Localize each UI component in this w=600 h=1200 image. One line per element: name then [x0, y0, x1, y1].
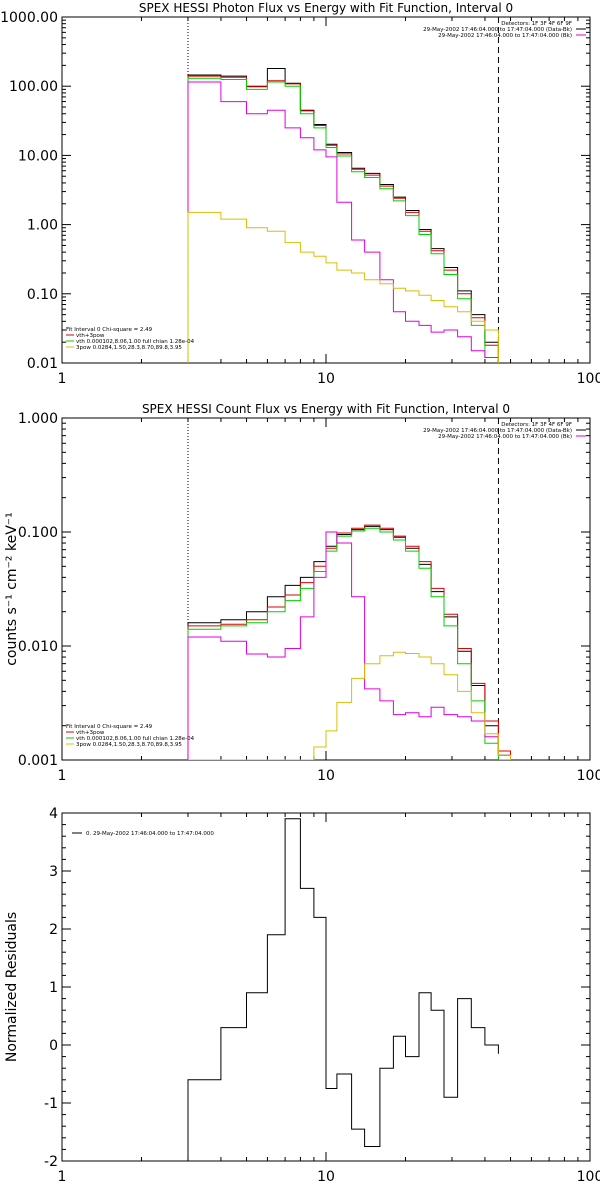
y-tick-label-0-2: 1.00: [27, 218, 58, 234]
y-tick-label-2-2: 0: [49, 1038, 58, 1054]
series-line-1-0: [187, 525, 511, 760]
x-tick-label-0-0: 1: [58, 371, 67, 387]
x-tick-label-0-2: 100: [577, 371, 600, 387]
legend-bottom-0-0: Fit Interval 0 Chi-square = 2.49: [66, 327, 153, 333]
legend-top-1-1: 29-May-2002 17:46:04.000 to 17:47:04.000…: [423, 428, 572, 434]
legend-bottom-1-3: 3pow 0.0284,1.50,28.3,8.70,89.8,3.95: [76, 742, 182, 748]
x-tick-label-1-1: 10: [317, 768, 335, 784]
legend-bottom-0-1: vth+3pow: [76, 333, 105, 339]
y-tick-label-0-5: 1000.00: [0, 10, 58, 26]
series-line-1-3: [187, 531, 511, 760]
legend-bottom-1-1: vth+3pow: [76, 730, 105, 736]
y-axis-label-2: Normalized Residuals: [4, 912, 20, 1062]
legend-bottom-1-2: vth 0.000102,8.06,1.00 full chian 1.28e-…: [76, 736, 195, 742]
y-tick-label-0-0: 0.01: [27, 356, 58, 372]
legend-bottom-0-3: 3pow 0.0284,1.50,28.3,8.70,89.8,3.95: [76, 345, 182, 351]
legend-bottom-0-2: vth 0.000102,8.06,1.00 full chian 1.28e-…: [76, 339, 195, 345]
y-tick-label-1-0: 0.001: [18, 753, 58, 769]
y-tick-label-2-6: 4: [49, 806, 58, 822]
x-tick-label-2-0: 1: [58, 1169, 67, 1185]
series-line-0-0: [187, 68, 499, 363]
y-tick-label-0-1: 0.10: [27, 287, 58, 303]
plot-title-0: SPEX HESSI Photon Flux vs Energy with Fi…: [139, 1, 513, 15]
y-tick-label-2-5: 3: [49, 864, 58, 880]
y-tick-label-1-2: 0.100: [18, 525, 58, 541]
legend-top-1-0: Detectors: 1F 3F 4F 6F 9F: [501, 422, 572, 428]
legend-top-0-2: 29-May-2002 17:46:04.000 to 17:47:04.000…: [438, 33, 572, 39]
y-tick-label-2-3: 1: [49, 980, 58, 996]
legend-top-0-1: 29-May-2002 17:46:04.000 to 17:47:04.000…: [423, 27, 572, 33]
x-tick-label-0-1: 10: [317, 371, 335, 387]
series-line-2-0: [187, 818, 499, 1161]
y-tick-label-2-0: -2: [44, 1154, 58, 1170]
plot-frame-0: [61, 16, 591, 364]
legend-bottom-1-0: Fit Interval 0 Chi-square = 2.49: [66, 724, 153, 730]
y-tick-label-1-1: 0.010: [18, 639, 58, 655]
x-tick-label-2-1: 10: [317, 1169, 335, 1185]
y-tick-label-2-4: 2: [49, 922, 58, 938]
y-tick-label-2-1: -1: [44, 1096, 58, 1112]
plot-frame-1: [61, 417, 591, 761]
x-tick-label-1-0: 1: [58, 768, 67, 784]
y-tick-label-1-3: 1.000: [18, 411, 58, 427]
y-tick-label-0-4: 100.00: [9, 79, 58, 95]
series-line-1-2: [187, 527, 511, 760]
x-tick-label-1-2: 100: [577, 768, 600, 784]
y-axis-label-1: counts s⁻¹ cm⁻² keV⁻¹: [4, 512, 20, 666]
series-line-0-4: [187, 211, 499, 363]
series-line-0-2: [187, 77, 499, 363]
legend-residual-entry: 0. 29-May-2002 17:46:04.000 to 17:47:04.…: [86, 831, 214, 837]
legend-top-0-0: Detectors: 1F 3F 4F 6F 9F: [501, 21, 572, 27]
series-line-0-3: [187, 81, 499, 363]
series-line-1-4: [188, 651, 511, 760]
y-tick-label-0-3: 10.00: [18, 148, 58, 164]
plot-title-1: SPEX HESSI Count Flux vs Energy with Fit…: [142, 402, 510, 416]
x-tick-label-2-2: 100: [577, 1169, 600, 1185]
legend-top-1-2: 29-May-2002 17:46:04.000 to 17:47:04.000…: [438, 434, 572, 440]
series-line-1-1: [187, 524, 511, 760]
